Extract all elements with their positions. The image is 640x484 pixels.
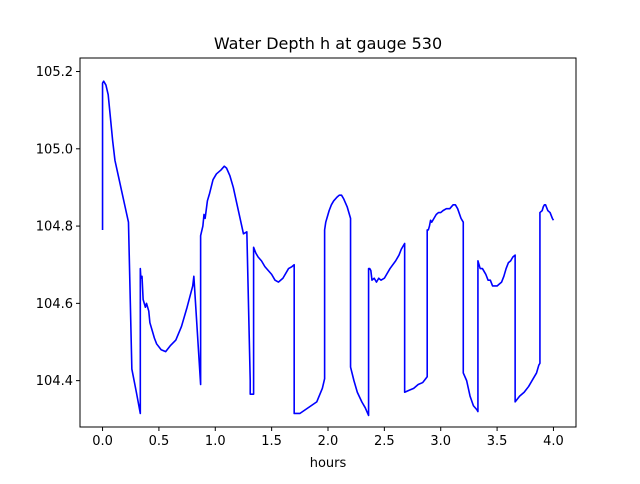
x-axis-label: hours — [310, 456, 347, 471]
chart-title: Water Depth h at gauge 530 — [214, 34, 442, 53]
x-tick-label: 1.0 — [205, 434, 226, 449]
y-tick-label: 105.0 — [36, 142, 73, 157]
series-line-0 — [101, 80, 555, 417]
y-tick-label: 104.8 — [36, 220, 73, 235]
x-tick-label: 3.0 — [430, 434, 451, 449]
y-tick-label: 105.2 — [36, 65, 73, 80]
y-axis-ticks: 104.4 104.6 104.8 105.0 105.2 — [36, 65, 80, 389]
x-tick-label: 1.5 — [261, 434, 282, 449]
y-tick-label: 104.6 — [36, 297, 73, 312]
x-tick-label: 0.5 — [149, 434, 170, 449]
x-tick-label: 2.5 — [374, 434, 395, 449]
y-tick-label: 104.4 — [36, 374, 73, 389]
x-tick-label: 3.5 — [487, 434, 508, 449]
plot-data — [101, 80, 555, 417]
x-tick-label: 2.0 — [318, 434, 339, 449]
x-tick-label: 4.0 — [543, 434, 564, 449]
x-tick-label: 0.0 — [92, 434, 113, 449]
x-axis-ticks: 0.0 0.5 1.0 1.5 2.0 2.5 3.0 3.5 4.0 — [92, 427, 564, 449]
